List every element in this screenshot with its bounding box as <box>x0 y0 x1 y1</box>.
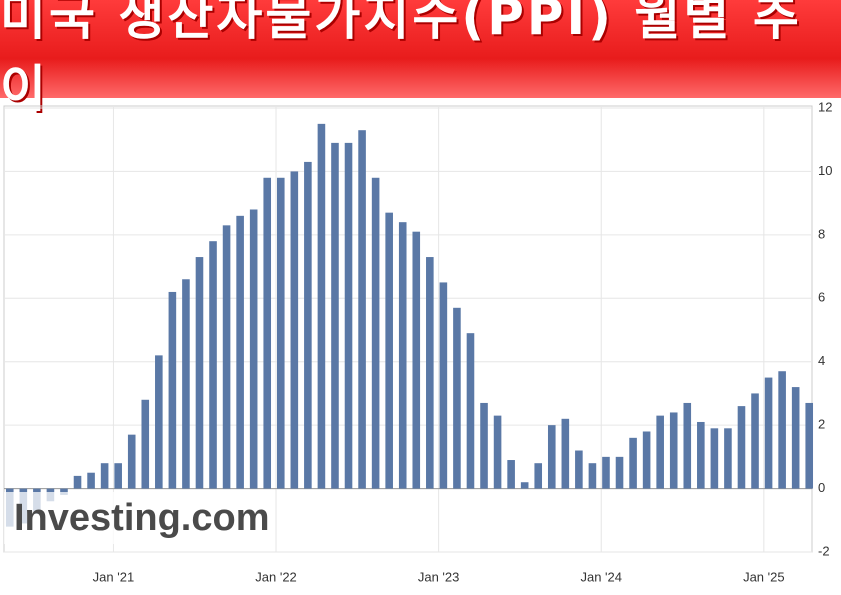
bar <box>182 279 190 489</box>
y-tick-label: 6 <box>818 290 825 305</box>
y-tick-label: 12 <box>818 99 832 114</box>
bar <box>683 402 692 489</box>
x-tick-label: Jan '22 <box>255 569 297 584</box>
x-tick-label: Jan '21 <box>93 569 135 584</box>
title-banner: 미국 생산자물가지수(PPI) 월별 추이 <box>0 0 841 118</box>
bar <box>358 130 366 489</box>
bar <box>412 231 421 489</box>
bar <box>520 482 529 489</box>
chart-title: 미국 생산자물가지수(PPI) 월별 추이 <box>0 0 802 118</box>
bar <box>697 421 705 489</box>
bar <box>290 171 299 489</box>
bar <box>751 393 759 489</box>
bar <box>385 212 393 489</box>
bar <box>304 161 312 489</box>
bar <box>656 415 664 489</box>
bar <box>791 387 800 489</box>
bar <box>778 371 786 489</box>
bar <box>615 456 624 489</box>
bar <box>507 460 515 489</box>
bar <box>602 456 610 489</box>
bar <box>453 307 461 489</box>
y-tick-label: 2 <box>818 417 825 432</box>
bar <box>710 428 719 489</box>
y-tick-label: 0 <box>818 480 825 495</box>
bar <box>737 406 746 489</box>
bar <box>534 463 543 489</box>
bar <box>222 225 231 489</box>
bar <box>249 209 258 489</box>
bar <box>398 222 407 489</box>
bar <box>100 463 109 489</box>
bar <box>588 463 597 489</box>
x-tick-label: Jan '24 <box>580 569 622 584</box>
bar <box>805 402 814 489</box>
bar <box>575 450 583 489</box>
x-tick-label: Jan '23 <box>418 569 460 584</box>
bar <box>439 282 448 489</box>
y-tick-label: 10 <box>818 163 832 178</box>
bar <box>331 142 339 489</box>
bar <box>236 215 244 489</box>
bar <box>371 177 380 489</box>
bar <box>561 418 570 489</box>
bar <box>724 428 732 489</box>
bar <box>480 402 488 489</box>
bar <box>629 437 637 489</box>
bar <box>114 463 122 489</box>
bar <box>669 412 678 489</box>
bar <box>127 434 136 489</box>
bar <box>87 472 95 489</box>
bar <box>209 241 217 489</box>
bar <box>141 399 150 489</box>
y-tick-label: 8 <box>818 226 825 241</box>
bar <box>764 377 773 489</box>
bar <box>263 177 272 489</box>
bar <box>73 475 82 489</box>
bar <box>547 425 556 489</box>
bar <box>493 415 502 489</box>
bar <box>168 291 177 489</box>
bar <box>60 488 68 495</box>
x-tick-label: Jan '25 <box>743 569 785 584</box>
bar <box>426 257 434 489</box>
logo-backdrop <box>4 492 266 544</box>
bar <box>317 123 326 489</box>
y-tick-label: 4 <box>818 353 825 368</box>
bar <box>195 257 204 489</box>
bar <box>642 431 651 489</box>
bar <box>466 333 475 489</box>
logo: Investing.com <box>14 497 270 539</box>
bar <box>344 142 353 489</box>
y-tick-label: -2 <box>818 543 830 558</box>
bar <box>155 355 163 489</box>
bar <box>276 177 285 489</box>
